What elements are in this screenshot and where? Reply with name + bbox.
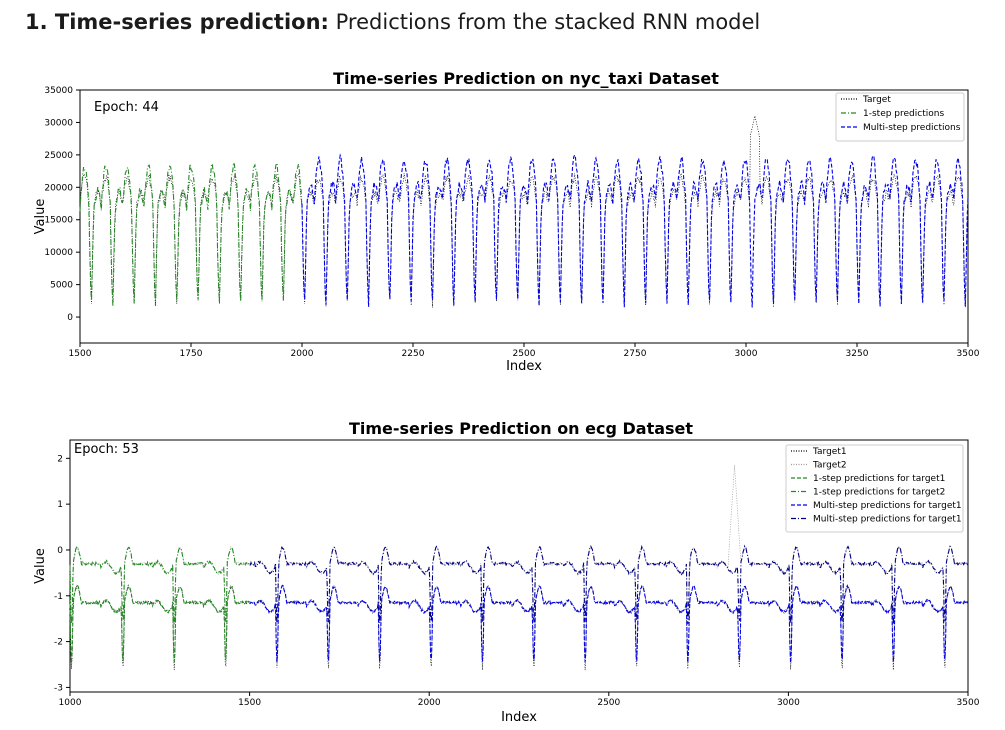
x-tick-label: 2000 — [418, 698, 441, 708]
x-tick-label: 1750 — [180, 349, 203, 359]
x-tick-label: 2500 — [513, 349, 536, 359]
chart-title: Time-series Prediction on ecg Dataset — [349, 419, 693, 438]
x-tick-label: 3250 — [846, 349, 869, 359]
y-tick-label: 15000 — [44, 216, 73, 226]
y-tick-label: -2 — [54, 638, 63, 648]
x-tick-label: 3000 — [777, 698, 800, 708]
series-line-2-4 — [69, 546, 250, 625]
x-tick-label: 1500 — [69, 349, 92, 359]
y-tick-label: 0 — [67, 313, 73, 323]
legend-entry: Target — [862, 95, 891, 105]
y-tick-label: 20000 — [44, 183, 73, 193]
y-tick-label: 2 — [57, 454, 63, 464]
legend-entry: Target2 — [812, 461, 847, 471]
x-tick-label: 3000 — [735, 349, 758, 359]
series-line-1-1 — [79, 115, 969, 308]
y-tick-label: 1 — [57, 500, 63, 510]
heading-bold-text: Time-series prediction: — [54, 10, 329, 34]
legend-entry: Target1 — [812, 447, 847, 457]
y-tick-label: 10000 — [44, 248, 73, 258]
legend-entry: 1-step predictions — [863, 109, 944, 119]
heading-rest-text: Predictions from the stacked RNN model — [335, 10, 761, 34]
heading-number: 1. — [25, 10, 48, 34]
series-line-2-6 — [249, 544, 969, 625]
x-tick-label: 2750 — [624, 349, 647, 359]
legend-entry: Multi-step predictions — [863, 123, 961, 133]
legend-entry: Multi-step predictions for target1 — [813, 515, 962, 525]
y-axis-label: Value — [33, 199, 48, 235]
y-tick-label: 35000 — [44, 86, 73, 96]
section-heading: 1. Time-series prediction: Predictions f… — [25, 10, 760, 34]
x-tick-label: 3500 — [957, 349, 980, 359]
x-tick-label: 2500 — [597, 698, 620, 708]
x-tick-label: 1500 — [238, 698, 261, 708]
x-tick-label: 2250 — [402, 349, 425, 359]
y-tick-label: -1 — [54, 592, 63, 602]
series-line-1-3 — [301, 153, 969, 308]
legend-box — [785, 444, 964, 533]
y-tick-label: 25000 — [44, 151, 73, 161]
y-tick-label: 0 — [57, 546, 63, 556]
y-tick-label: 30000 — [44, 118, 73, 128]
x-axis-label: Index — [501, 710, 537, 725]
legend-entry: 1-step predictions for target2 — [813, 488, 945, 498]
legend-entry: Multi-step predictions for target1 — [813, 501, 962, 511]
x-tick-label: 3500 — [957, 698, 980, 708]
legend-entry: 1-step predictions for target1 — [813, 474, 945, 484]
series-line-1-2 — [79, 160, 303, 307]
y-axis-label: Value — [33, 548, 48, 584]
y-tick-label: -3 — [54, 683, 63, 693]
y-tick-label: 5000 — [50, 281, 73, 291]
x-tick-label: 2000 — [291, 349, 314, 359]
plot-frame-1 — [79, 89, 969, 344]
chart-title: Time-series Prediction on nyc_taxi Datas… — [333, 69, 719, 88]
x-tick-label: 1000 — [59, 698, 82, 708]
legend-box — [835, 92, 965, 142]
epoch-annotation: Epoch: 53 — [74, 442, 139, 457]
series-line-2-3 — [69, 584, 250, 664]
epoch-annotation: Epoch: 44 — [94, 100, 159, 115]
series-line-2-5 — [249, 583, 969, 663]
x-axis-label: Index — [506, 359, 542, 374]
